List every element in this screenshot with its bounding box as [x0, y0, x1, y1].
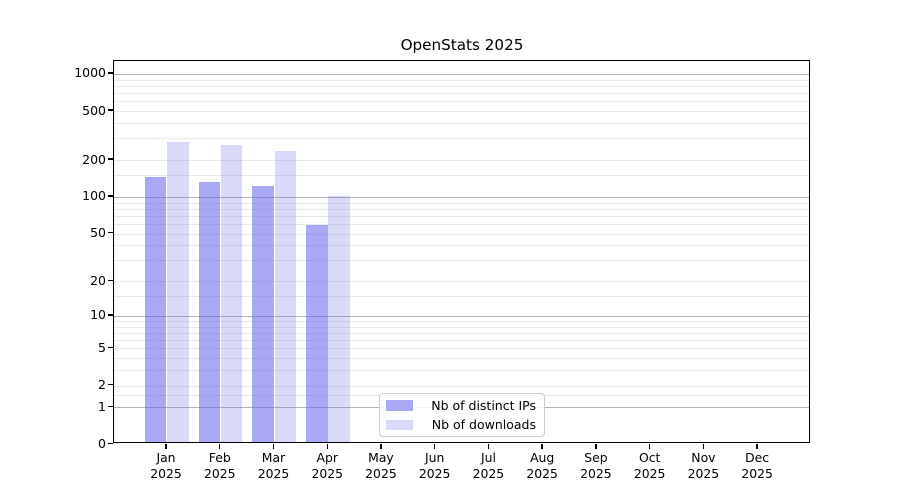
gridline-minor [114, 224, 809, 225]
x-tick-label-may: May 2025 [365, 450, 397, 481]
y-tick-label: 50 [90, 225, 106, 241]
gridline-minor [114, 202, 809, 204]
gridline-minor [114, 260, 809, 262]
x-tick-mark [380, 443, 382, 449]
gridline-minor [114, 358, 809, 360]
gridline-minor [114, 295, 809, 297]
y-tick-mark [108, 195, 114, 197]
gridline-minor [114, 281, 809, 283]
gridline-minor [114, 348, 809, 350]
y-tick-mark [108, 314, 114, 316]
gridline-minor [114, 111, 809, 113]
gridline-minor [114, 340, 809, 342]
x-tick-label-feb: Feb 2025 [203, 450, 236, 481]
gridline-minor [114, 101, 809, 103]
y-tick-mark [108, 405, 114, 407]
gridline-minor [114, 370, 809, 372]
gridline-minor [114, 233, 809, 235]
gridline-minor [114, 93, 809, 95]
x-tick-label-apr: Apr 2025 [311, 450, 343, 481]
legend: Nb of distinct IPs Nb of downloads [379, 393, 545, 437]
x-tick-mark [326, 443, 328, 449]
bar-nb-of-downloads-feb [220, 144, 243, 442]
gridline-major [114, 315, 809, 317]
gridline-minor [114, 175, 809, 177]
legend-item-nb-of-downloads: Nb of downloads [386, 417, 536, 434]
y-tick-mark [108, 231, 114, 234]
y-tick-mark [108, 158, 114, 160]
x-tick-mark [434, 443, 436, 449]
x-tick-mark [756, 443, 758, 449]
x-tick-mark [702, 443, 705, 449]
gridline-minor [114, 85, 809, 87]
gridline-minor [114, 160, 809, 162]
y-tick-label: 5 [98, 339, 106, 355]
gridline-minor [114, 245, 809, 247]
gridline-minor [114, 123, 809, 124]
x-tick-mark [165, 443, 167, 449]
legend-label-nb-of-distinct-ips: Nb of distinct IPs [431, 397, 536, 413]
x-tick-label-oct: Oct 2025 [633, 450, 666, 481]
y-tick-label: 20 [90, 272, 106, 288]
x-tick-label-jan: Jan 2025 [150, 450, 182, 481]
gridline-minor [114, 138, 809, 140]
y-tick-mark [108, 109, 114, 111]
gridline-minor [114, 208, 809, 210]
legend-item-nb-of-distinct-ips: Nb of distinct IPs [386, 397, 536, 414]
bar-nb-of-distinct-ips-mar [252, 186, 274, 442]
x-tick-mark [595, 443, 597, 449]
legend-swatch-nb-of-downloads [386, 419, 413, 430]
gridline-minor [114, 332, 809, 334]
gridline-minor [114, 385, 809, 387]
bar-nb-of-downloads-apr [328, 196, 350, 442]
plot-area [113, 60, 810, 443]
x-tick-mark [541, 443, 543, 449]
x-tick-mark [487, 443, 490, 449]
bar-nb-of-downloads-jan [167, 142, 189, 442]
gridline-major [114, 196, 809, 198]
legend-swatch-nb-of-distinct-ips [386, 400, 413, 411]
y-tick-label: 200 [82, 151, 106, 167]
x-tick-label-sep: Sep 2025 [580, 450, 612, 481]
x-tick-label-nov: Nov 2025 [687, 450, 720, 481]
gridline-minor [114, 79, 809, 81]
y-tick-label: 10 [90, 307, 106, 323]
gridline-major [114, 73, 809, 75]
x-tick-label-jun: Jun 2025 [418, 450, 451, 481]
x-tick-mark [272, 443, 275, 449]
x-tick-label-mar: Mar 2025 [257, 450, 290, 481]
y-tick-label: 0 [98, 436, 106, 451]
chart-title: OpenStats 2025 [400, 36, 524, 54]
bar-nb-of-distinct-ips-apr [306, 225, 328, 442]
y-tick-mark [108, 72, 114, 74]
y-tick-label: 1000 [74, 65, 106, 81]
bar-nb-of-distinct-ips-feb [198, 181, 221, 442]
y-tick-label: 100 [82, 188, 106, 204]
bar-nb-of-downloads-mar [274, 150, 297, 442]
y-tick-mark [108, 279, 114, 281]
gridline-minor [114, 326, 809, 328]
x-tick-label-dec: Dec 2025 [741, 450, 773, 481]
legend-label-nb-of-downloads: Nb of downloads [431, 417, 536, 433]
x-tick-mark [648, 443, 651, 449]
y-tick-label: 500 [82, 102, 106, 118]
y-tick-mark [108, 383, 114, 386]
y-tick-mark [108, 442, 114, 445]
y-tick-label: 2 [98, 377, 106, 393]
x-tick-mark [219, 443, 221, 449]
x-tick-label-aug: Aug 2025 [526, 450, 558, 481]
gridline-minor [114, 321, 809, 322]
gridline-minor [114, 215, 809, 217]
y-tick-mark [108, 346, 114, 349]
x-tick-label-jul: Jul 2025 [472, 450, 505, 481]
y-tick-label: 1 [98, 398, 106, 414]
bar-nb-of-distinct-ips-jan [144, 176, 167, 442]
